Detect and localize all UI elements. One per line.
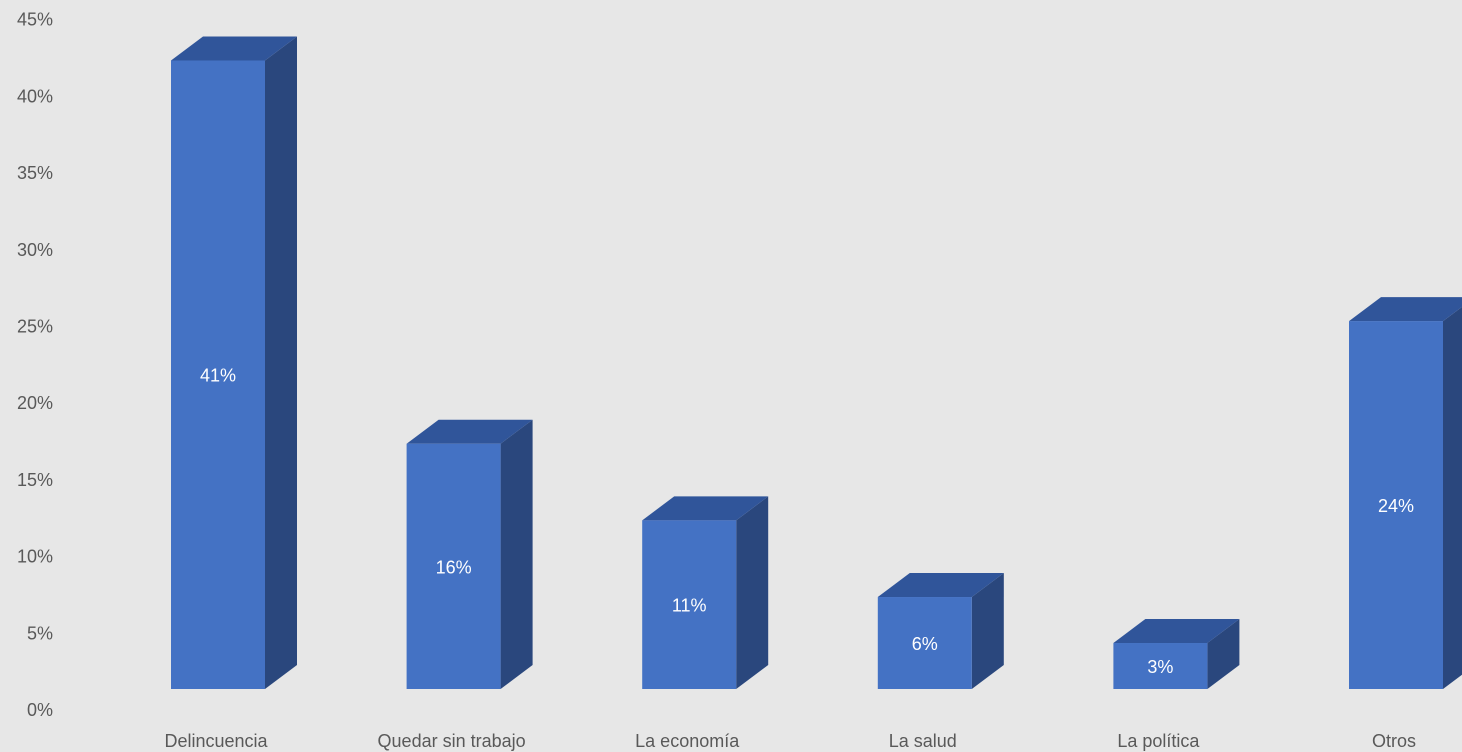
bar-top [406,419,533,444]
bar-side [265,36,297,690]
y-tick-label: 45% [17,10,53,30]
x-category-label: La política [1117,731,1200,751]
x-category-label: La economía [635,731,740,751]
x-category-label: Quedar sin trabajo [378,731,526,751]
y-tick-label: 40% [17,86,53,106]
bar: 3% [1113,619,1240,689]
x-category-label: La salud [889,731,957,751]
data-label: 41% [200,366,236,386]
y-tick-label: 25% [17,317,53,337]
bar-top [877,573,1004,598]
bar-side [1207,619,1240,689]
bar-top [642,496,769,521]
y-tick-label: 15% [17,470,53,490]
bar-top [1349,297,1462,322]
data-label: 6% [912,634,938,654]
x-axis: Delincuencia Quedar sin trabajo La economí… [164,731,1416,751]
y-tick-label: 35% [17,163,53,183]
y-tick-label: 10% [17,547,53,567]
bar: 41% [171,36,297,690]
bar-side [500,419,533,689]
data-label: 16% [436,557,472,577]
bar-front [171,60,265,690]
bar-side [1443,306,1462,689]
bar: 24% [1349,297,1462,689]
data-label: 3% [1147,657,1173,677]
bar-front [1349,321,1443,689]
y-tick-label: 5% [27,623,53,643]
bar-side [736,496,769,689]
y-tick-label: 30% [17,240,53,260]
x-category-label: Otros [1372,731,1416,751]
bars: 41% 16% 11% 6% 3% 24% [171,36,1462,690]
bar-front [1113,643,1208,689]
bar: 6% [877,573,1004,689]
bar: 11% [642,496,769,689]
bar-top [171,36,297,61]
data-label: 24% [1378,496,1414,516]
bar: 16% [406,419,533,689]
y-tick-label: 20% [17,393,53,413]
bar-front [642,520,737,689]
y-tick-label: 0% [27,700,53,720]
x-category-label: Delincuencia [164,731,268,751]
data-label: 11% [672,596,707,616]
bar-side [971,573,1004,689]
bar-front [877,597,972,689]
bar-top [1113,619,1240,644]
bar-front [406,443,501,689]
y-axis: 0% 5% 10% 15% 20% 25% 30% 35% 40% 45% [17,10,53,720]
